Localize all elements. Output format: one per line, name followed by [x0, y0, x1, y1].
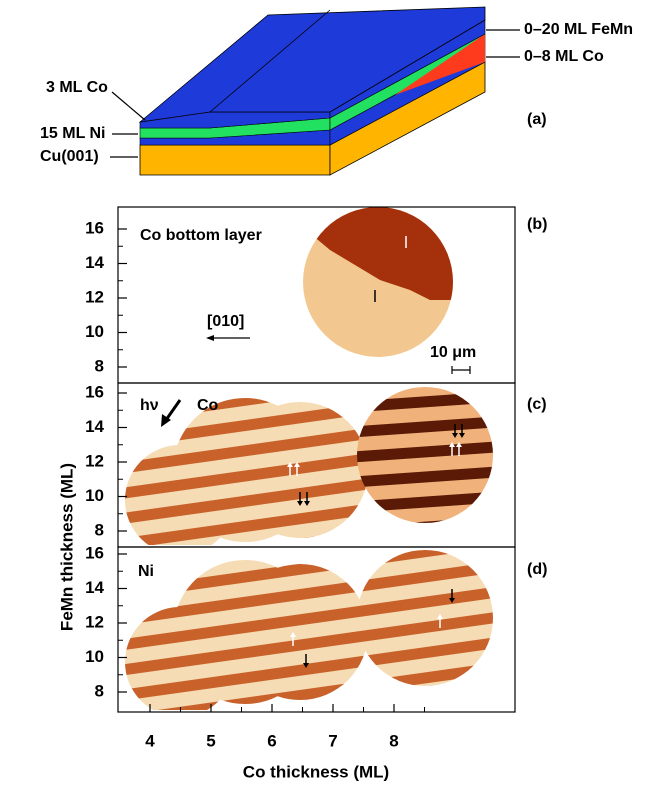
microscopy-image: [300, 205, 460, 365]
element-label: Co: [197, 397, 219, 414]
panel-label: (a): [527, 111, 547, 128]
y-tick-label: 14: [85, 253, 104, 272]
direction-label: [010]: [207, 313, 244, 330]
scale-bar: [452, 366, 470, 374]
microscopy-image: [357, 550, 493, 686]
y-tick-label: 16: [85, 218, 104, 237]
x-tick-label: 7: [328, 731, 337, 750]
panel-title: Co bottom layer: [140, 227, 262, 244]
y-tick-label: 14: [85, 578, 104, 597]
scale-bar-label: 10 μm: [430, 344, 476, 361]
direction-arrow: [206, 335, 214, 341]
y-tick-label: 16: [85, 382, 104, 401]
layer-label: Cu(001): [40, 148, 99, 165]
y-tick-label: 12: [85, 451, 104, 470]
y-axis-label: FeMn thickness (ML): [57, 463, 76, 631]
layer-label: 3 ML Co: [46, 79, 108, 96]
x-axis-label: Co thickness (ML): [243, 762, 389, 781]
x-tick-label: 5: [206, 731, 215, 750]
panel-label: (c): [527, 396, 547, 413]
y-tick-label: 8: [95, 681, 104, 700]
layer-label: 15 ML Ni: [40, 125, 106, 142]
x-tick-label: 8: [389, 731, 398, 750]
layer-diagram: [140, 7, 485, 175]
layer-label: 0–20 ML FeMn: [524, 21, 633, 38]
y-tick-label: 8: [95, 356, 104, 375]
y-tick-label: 10: [85, 486, 104, 505]
microscopy-image: [357, 387, 493, 523]
y-tick-label: 12: [85, 287, 104, 306]
x-tick-label: 6: [267, 731, 276, 750]
beam-arrow: [166, 400, 180, 420]
y-tick-label: 16: [85, 543, 104, 562]
element-label: Ni: [138, 563, 154, 580]
y-tick-label: 14: [85, 417, 104, 436]
beam-label: hν: [140, 397, 159, 414]
panel-label: (b): [527, 216, 547, 233]
layer-label: 0–8 ML Co: [524, 48, 604, 65]
y-tick-label: 10: [85, 647, 104, 666]
y-tick-label: 8: [95, 520, 104, 539]
figure: 0–20 ML FeMn 0–8 ML Co 3 ML Co 15 ML Ni …: [0, 0, 648, 789]
x-tick-label: 4: [145, 731, 155, 750]
y-tick-label: 12: [85, 612, 104, 631]
panel-label: (d): [527, 561, 547, 578]
leader: [112, 92, 145, 120]
y-tick-label: 10: [85, 322, 104, 341]
